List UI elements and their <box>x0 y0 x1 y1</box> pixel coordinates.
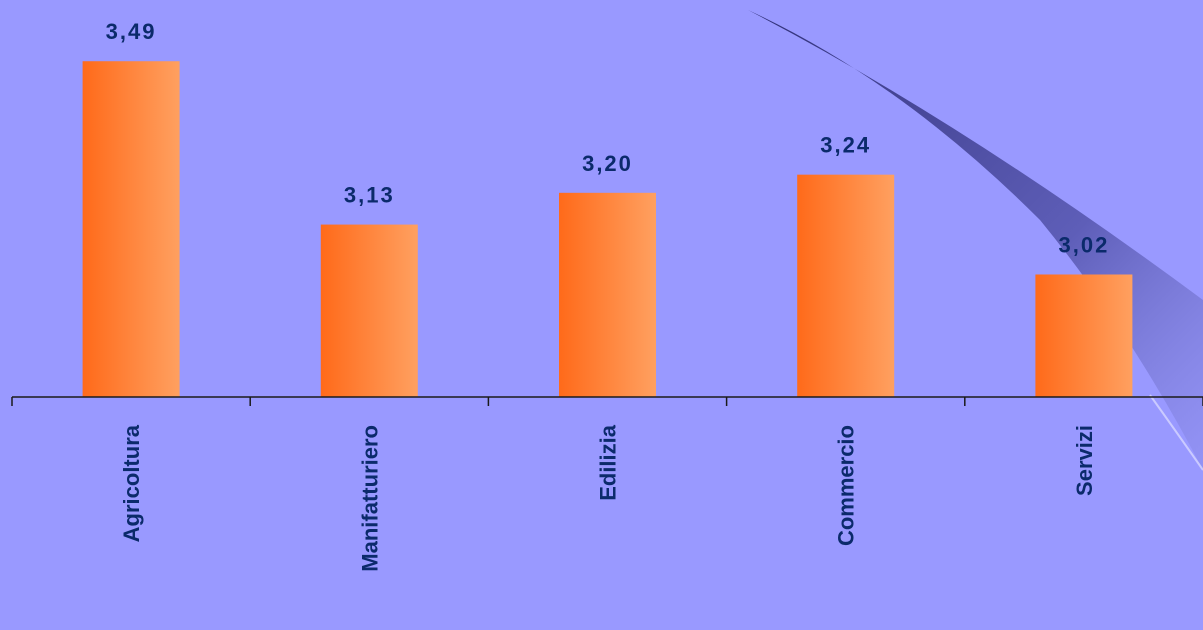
x-tick-label: Agricoltura <box>119 424 144 542</box>
decorative-swoosh-highlight <box>1149 394 1203 471</box>
bars-layer <box>82 61 1133 397</box>
data-label: 3,13 <box>344 183 395 208</box>
x-tick-label: Edilizia <box>596 424 621 501</box>
data-label: 3,24 <box>820 133 871 158</box>
data-label: 3,49 <box>106 19 157 44</box>
decorative-swoosh <box>748 10 1203 470</box>
x-axis <box>11 396 1203 406</box>
x-tick-label: Commercio <box>834 425 859 546</box>
data-label: 3,02 <box>1058 232 1109 257</box>
bar <box>559 192 656 397</box>
bar <box>1035 274 1133 397</box>
data-label: 3,20 <box>582 151 633 176</box>
x-tick-label: Servizi <box>1072 425 1097 496</box>
bar <box>320 224 418 397</box>
labels-layer: 3,49 Agricoltura 3,13 Manifatturiero 3,20 Edi… <box>106 19 1109 572</box>
x-tick-label: Manifatturiero <box>357 425 382 572</box>
bar <box>82 61 180 397</box>
bar <box>797 174 895 397</box>
